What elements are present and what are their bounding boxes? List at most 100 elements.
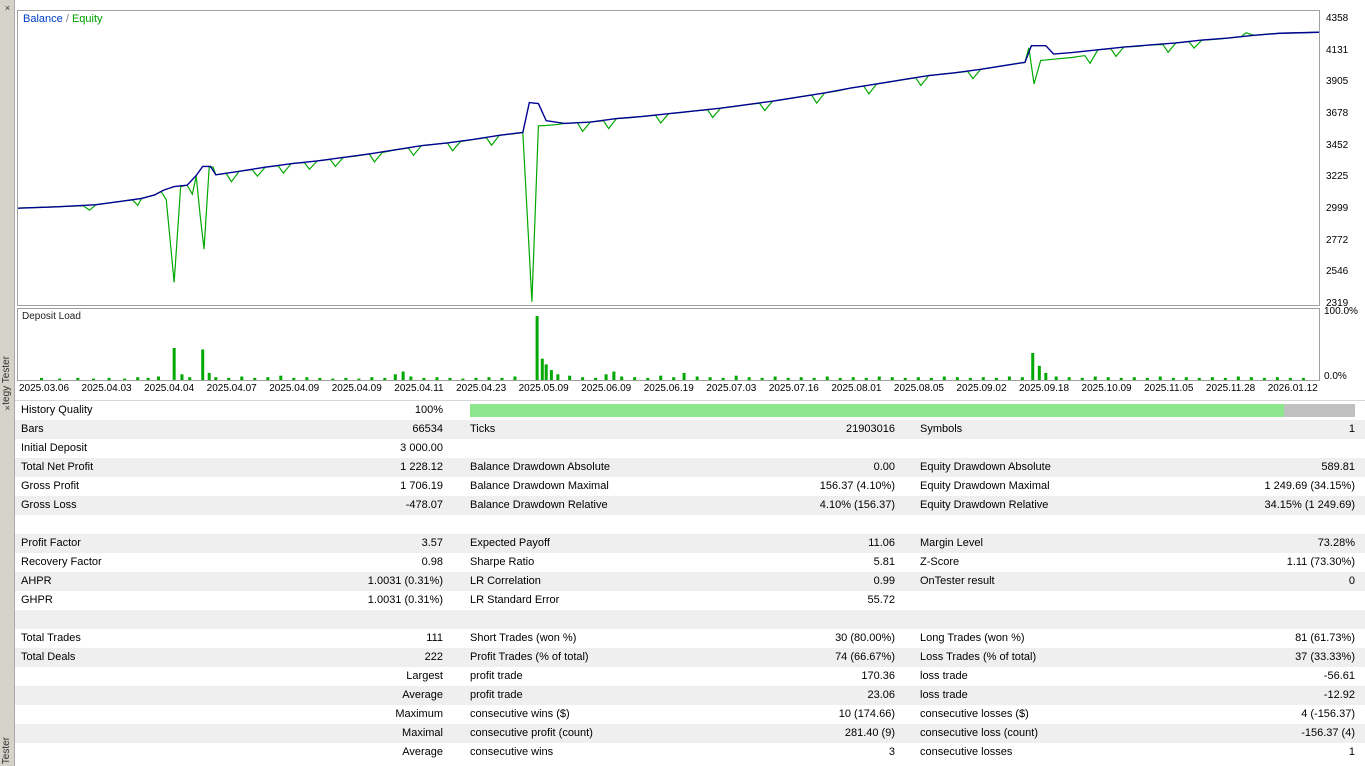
stat-value: Average	[402, 746, 443, 758]
close-icon[interactable]: ×	[4, 3, 11, 13]
stat-label: consecutive profit (count)	[470, 727, 593, 739]
stat-value	[1170, 515, 1365, 534]
stat-value: 1	[1348, 746, 1355, 758]
stat-value: 3.57	[421, 537, 443, 549]
stat-label: Total Trades	[21, 632, 81, 644]
date-axis-label: 2025.11.05	[1144, 383, 1194, 394]
y-axis-tick: 3905	[1326, 76, 1349, 88]
y-axis-tick: 2772	[1326, 234, 1349, 246]
stat-value: 1.11 (73.30%)	[1286, 556, 1355, 568]
stat-value	[730, 610, 895, 629]
stat-label: profit trade	[470, 689, 523, 701]
stat-value: 0	[1348, 575, 1355, 587]
deposit-load-pane[interactable]: Deposit Load	[17, 308, 1320, 381]
stats-row: History Quality 100%	[15, 401, 1365, 420]
stat-value: 3	[888, 746, 895, 758]
deposit-load-axis: 100.0% 0.0%	[1324, 306, 1364, 382]
stats-row	[15, 515, 1365, 534]
stat-value: 170.36	[861, 670, 895, 682]
date-axis-label: 2025.09.02	[956, 383, 1007, 394]
stat-label: consecutive losses ($)	[920, 708, 1029, 720]
stat-label	[470, 439, 730, 458]
stat-label: loss trade	[920, 689, 968, 701]
stat-value: 100%	[414, 404, 443, 416]
date-axis-label: 2025.04.11	[394, 383, 444, 394]
stat-value: 156.37 (4.10%)	[819, 480, 895, 492]
stats-row: Profit Factor 3.57 Expected Payoff 11.06 Mar…	[15, 534, 1365, 553]
history-quality-bar	[470, 404, 1355, 417]
deposit-load-label: Deposit Load	[22, 311, 81, 322]
stat-value: 5.81	[873, 556, 895, 568]
stat-value: 37 (33.33%)	[1295, 651, 1355, 663]
date-axis-label: 2025.08.05	[893, 383, 944, 394]
stats-row: Average consecutive wins 3 consecutive loss…	[15, 743, 1365, 762]
stat-value: Maximum	[395, 708, 443, 720]
balance-line	[18, 31, 1319, 209]
stat-value: 1 249.69 (34.15%)	[1264, 480, 1355, 492]
strategy-tester-panel-tab[interactable]: tegy Tester	[1, 356, 12, 405]
stat-label: Short Trades (won %)	[470, 632, 577, 644]
stat-value	[730, 515, 895, 534]
stats-row	[15, 610, 1365, 629]
date-axis-label: 2025.08.01	[831, 383, 882, 394]
date-axis-label: 2025.04.09	[269, 383, 320, 394]
stat-value: 1.0031 (0.31%)	[367, 575, 443, 587]
stat-value: 281.40 (9)	[844, 727, 895, 739]
stat-value	[1170, 610, 1365, 629]
y-axis-tick: 2999	[1326, 202, 1349, 214]
stat-label: Balance Drawdown Relative	[470, 499, 608, 511]
stat-value: 74 (66.67%)	[835, 651, 895, 663]
stat-label	[470, 610, 730, 629]
equity-line	[18, 31, 1319, 302]
legend-equity-label: Equity	[71, 13, 103, 25]
stat-label: Profit Factor	[21, 537, 81, 549]
stat-value: -156.37 (4)	[1301, 727, 1355, 739]
stat-value	[1170, 591, 1365, 610]
stat-value: 589.81	[1321, 461, 1355, 473]
stat-value: 111	[426, 632, 443, 644]
balance-equity-chart[interactable]: Balance / Equity	[17, 10, 1320, 306]
date-axis-label: 2026.01.12	[1267, 383, 1318, 394]
close-icon[interactable]: ×	[4, 403, 11, 413]
stats-row: Maximal consecutive profit (count) 281.40 …	[15, 724, 1365, 743]
history-quality-bar-fill	[470, 404, 1285, 417]
stat-label	[15, 724, 245, 743]
date-axis-label: 2025.05.09	[518, 383, 569, 394]
stat-label: Ticks	[470, 423, 496, 435]
date-axis: 2025.03.06 2025.04.03 2025.04.04 2025.04.07…	[17, 383, 1320, 397]
deposit-axis-min: 0.0%	[1324, 371, 1347, 382]
stat-label: Total Net Profit	[21, 461, 94, 473]
stat-label	[15, 610, 245, 629]
stat-value: 11.06	[868, 537, 895, 549]
stat-label: Loss Trades (% of total)	[920, 651, 1037, 663]
stat-value: 222	[424, 651, 443, 663]
stat-label: Balance Drawdown Maximal	[470, 480, 609, 492]
stat-value: Largest	[406, 670, 443, 682]
stat-value	[245, 515, 443, 534]
stat-value: Average	[402, 689, 443, 701]
stat-value: 30 (80.00%)	[835, 632, 895, 644]
stat-label: History Quality	[21, 404, 93, 416]
stat-value: 21903016	[846, 423, 895, 435]
stat-value: 73.28%	[1317, 537, 1355, 549]
stats-row: AHPR 1.0031 (0.31%) LR Correlation 0.99 OnTe…	[15, 572, 1365, 591]
legend-separator: /	[62, 13, 72, 25]
stat-value: -478.07	[405, 499, 443, 511]
stats-row: Initial Deposit 3 000.00	[15, 439, 1365, 458]
stat-label: Equity Drawdown Absolute	[920, 461, 1051, 473]
stat-label: Bars	[21, 423, 44, 435]
stat-label: consecutive wins	[470, 746, 554, 758]
stat-label: GHPR	[21, 594, 53, 606]
stats-row: Total Net Profit 1 228.12 Balance Drawdown…	[15, 458, 1365, 477]
stat-label	[15, 743, 245, 762]
stats-row: Maximum consecutive wins ($) 10 (174.66) co…	[15, 705, 1365, 724]
deposit-axis-max: 100.0%	[1324, 306, 1358, 317]
stat-label: Sharpe Ratio	[470, 556, 535, 568]
date-axis-label: 2025.11.28	[1205, 383, 1256, 394]
stats-row: Largest profit trade 170.36 loss trade -56.6…	[15, 667, 1365, 686]
backtest-results-table: History Quality 100% Bars 66534 Ticks 2190301…	[15, 400, 1365, 766]
stat-value: 34.15% (1 249.69)	[1264, 499, 1355, 511]
tester-panel-tab[interactable]: Tester	[1, 736, 12, 764]
date-axis-label: 2025.06.09	[581, 383, 632, 394]
